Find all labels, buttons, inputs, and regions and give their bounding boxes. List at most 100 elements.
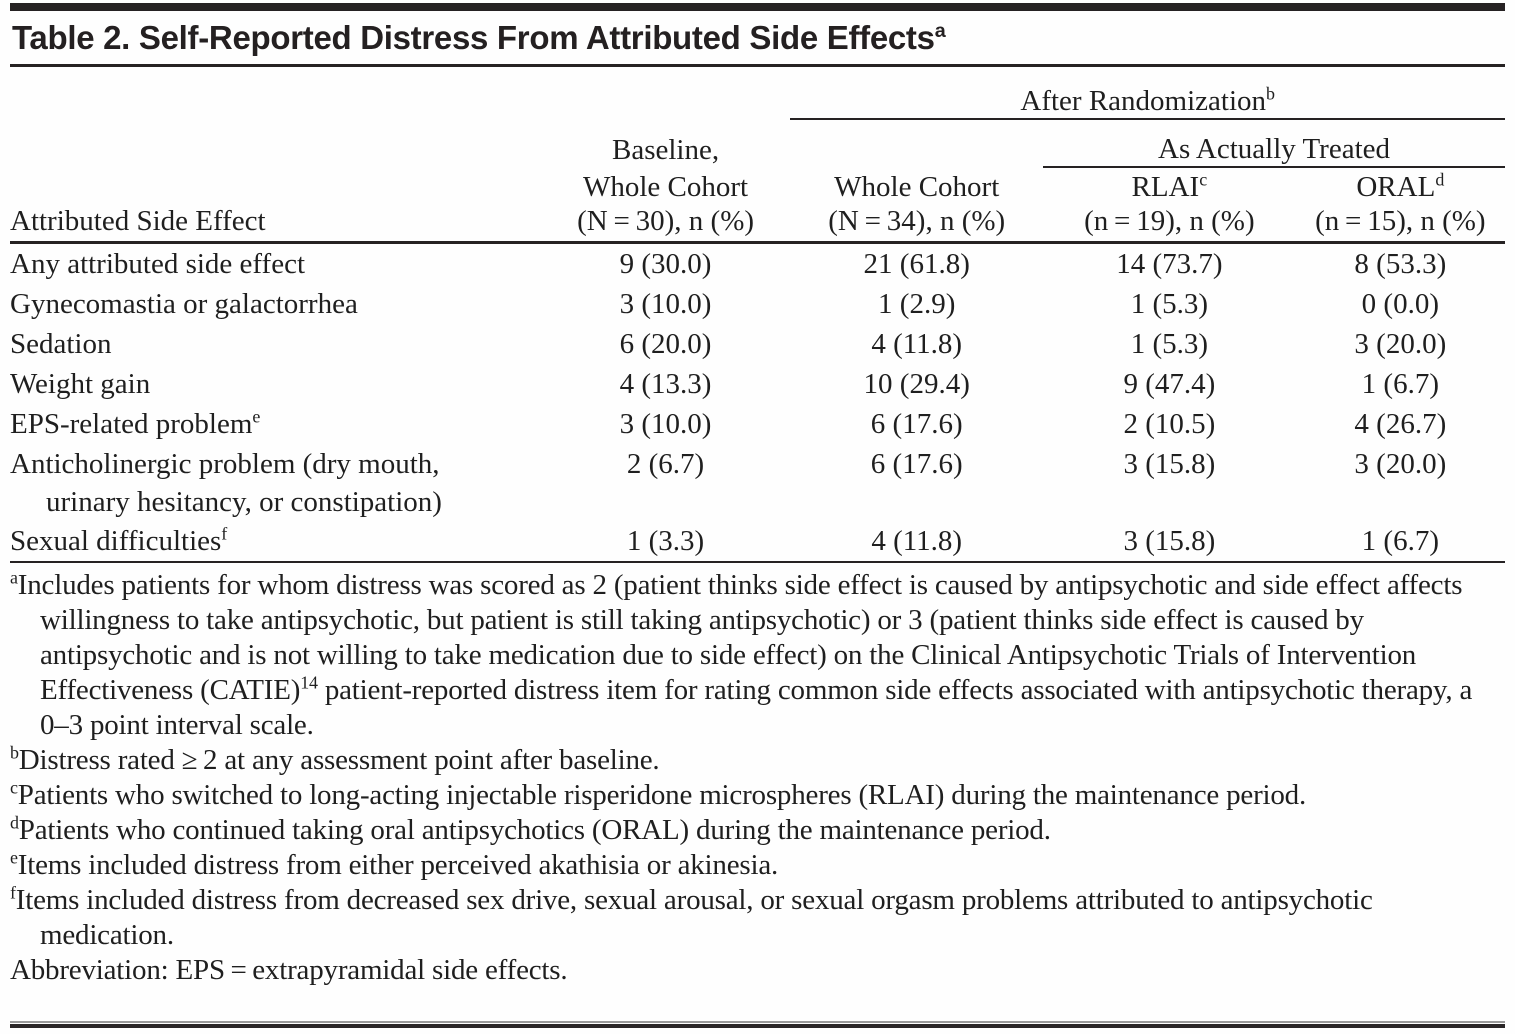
after-randomization-footnote-marker: b <box>1266 83 1275 104</box>
label-text: Sedation <box>10 328 112 360</box>
header-row-after-randomization: After Randomizationb <box>10 67 1505 120</box>
label-footnote-marker: e <box>252 406 261 427</box>
after-randomization-label: After Randomization <box>1020 85 1267 117</box>
rlai-value: 1 (5.3) <box>1130 288 1209 320</box>
table-row: Anticholinergic problem (dry mouth, urin… <box>10 444 1505 521</box>
whole-cohort-value: 4 (11.8) <box>871 328 963 360</box>
footnote-marker: f <box>10 882 16 903</box>
baseline-value: 2 (6.7) <box>626 448 705 480</box>
label-text: Any attributed side effect <box>10 248 305 280</box>
footnote-marker: d <box>10 812 19 833</box>
top-rule <box>10 3 1505 11</box>
side-effect-label: Sexual difficultiesf <box>10 521 541 562</box>
footnote-c: cPatients who switched to long-acting in… <box>10 778 1505 813</box>
footnote-a: aIncludes patients for whom distress was… <box>10 568 1505 743</box>
oral-value: 4 (26.7) <box>1354 408 1447 440</box>
footnote-text: Patients who continued taking oral antip… <box>18 814 1051 846</box>
baseline-header-n: (N = 30), n (%) <box>540 204 791 244</box>
footnote-marker: b <box>10 742 19 763</box>
oral-footnote-marker: d <box>1435 169 1445 190</box>
footnote-e: eItems included distress from either per… <box>10 848 1505 883</box>
side-effect-label: Anticholinergic problem (dry mouth, urin… <box>10 444 541 521</box>
oral-value: 8 (53.3) <box>1354 248 1447 280</box>
footnote-marker: a <box>10 567 18 588</box>
whole-cohort-value: 4 (11.8) <box>871 525 963 557</box>
table-row: EPS-related probleme 3 (10.0) 6 (17.6) 2… <box>10 404 1505 444</box>
label-text: Weight gain <box>10 368 151 400</box>
footnote-text: patient-reported distress item for ratin… <box>40 674 1473 741</box>
baseline-value: 6 (20.0) <box>619 328 712 360</box>
footnote-marker: e <box>10 847 18 868</box>
table-title-footnote-marker: a <box>934 20 946 42</box>
table-header: After Randomizationb Baseline, As Actual… <box>10 67 1505 244</box>
baseline-value: 3 (10.0) <box>619 408 712 440</box>
footnote-d: dPatients who continued taking oral anti… <box>10 813 1505 848</box>
baseline-header-line2: Whole Cohort <box>583 171 749 203</box>
whole-cohort-value: 6 (17.6) <box>870 408 963 440</box>
rlai-value: 2 (10.5) <box>1123 408 1216 440</box>
footnote-text: Distress rated ≥ 2 at any assessment poi… <box>18 744 660 776</box>
table-body: Any attributed side effect 9 (30.0) 21 (… <box>10 243 1505 563</box>
as-actually-treated-spanner: As Actually Treated <box>1043 119 1505 168</box>
table-row: Any attributed side effect 9 (30.0) 21 (… <box>10 243 1505 285</box>
whole-cohort-header: Whole Cohort <box>834 171 1000 203</box>
rlai-value: 3 (15.8) <box>1123 525 1216 557</box>
table-row: Weight gain 4 (13.3) 10 (29.4) 9 (47.4) … <box>10 364 1505 404</box>
side-effect-label: Any attributed side effect <box>10 243 541 285</box>
footnote-marker: c <box>10 777 18 798</box>
header-row-as-actually-treated: Baseline, As Actually Treated <box>10 119 1505 168</box>
table-title-text: Table 2. Self-Reported Distress From Att… <box>12 19 935 56</box>
spacer-cell <box>10 119 541 167</box>
whole-cohort-value: 21 (61.8) <box>863 248 970 280</box>
rlai-value: 1 (5.3) <box>1130 328 1209 360</box>
label-footnote-marker: f <box>221 523 228 544</box>
header-row-sample-sizes: Attributed Side Effect (N = 30), n (%) (… <box>10 204 1505 244</box>
label-text: EPS-related problem <box>10 408 253 440</box>
rlai-value: 9 (47.4) <box>1123 368 1216 400</box>
baseline-value: 9 (30.0) <box>619 248 712 280</box>
oral-value: 3 (20.0) <box>1354 448 1447 480</box>
side-effect-label: Sedation <box>10 324 541 364</box>
spacer-cell <box>541 67 791 119</box>
whole-cohort-value: 10 (29.4) <box>863 368 970 400</box>
table-title: Table 2. Self-Reported Distress From Att… <box>10 11 1505 67</box>
data-table: After Randomizationb Baseline, As Actual… <box>10 67 1505 563</box>
spacer-cell <box>10 167 541 204</box>
side-effect-label: EPS-related probleme <box>10 404 541 444</box>
rlai-label: RLAI <box>1131 171 1200 203</box>
rlai-value: 3 (15.8) <box>1123 448 1216 480</box>
rlai-footnote-marker: c <box>1199 169 1208 190</box>
side-effect-label: Gynecomastia or galactorrhea <box>10 284 541 324</box>
footnotes: aIncludes patients for whom distress was… <box>10 568 1505 988</box>
whole-cohort-value: 6 (17.6) <box>870 448 963 480</box>
spacer-cell <box>10 67 541 119</box>
footnote-text: Items included distress from decreased s… <box>15 884 1373 951</box>
table-row: Sexual difficultiesf 1 (3.3) 4 (11.8) 3 … <box>10 521 1505 562</box>
table-row: Sedation 6 (20.0) 4 (11.8) 1 (5.3) 3 (20… <box>10 324 1505 364</box>
rlai-header: RLAIc <box>1043 167 1296 204</box>
oral-header-n: (n = 15), n (%) <box>1295 204 1505 244</box>
reference-superscript: 14 <box>300 672 318 693</box>
whole-cohort-header-n: (N = 34), n (%) <box>790 204 1044 244</box>
bottom-rule <box>10 1021 1505 1028</box>
oral-value: 1 (6.7) <box>1361 525 1439 557</box>
footnote-text: Patients who switched to long-acting inj… <box>17 779 1307 811</box>
abbreviation-note: Abbreviation: EPS = extrapyramidal side … <box>10 954 568 986</box>
label-line-1: Anticholinergic problem (dry mouth, <box>10 448 440 480</box>
baseline-value: 3 (10.0) <box>619 288 712 320</box>
oral-value: 0 (0.0) <box>1361 288 1439 320</box>
whole-cohort-value: 1 (2.9) <box>878 288 956 320</box>
oral-label: ORAL <box>1356 171 1436 203</box>
baseline-header-line1: Baseline, <box>612 134 720 166</box>
header-row-group-names: Whole Cohort Whole Cohort RLAIc ORALd <box>10 167 1505 204</box>
label-line-2: urinary hesitancy, or constipation) <box>46 486 442 518</box>
oral-value: 3 (20.0) <box>1354 328 1447 360</box>
label-text: Gynecomastia or galactorrhea <box>10 288 358 320</box>
rlai-value: 14 (73.7) <box>1116 248 1223 280</box>
footnote-text: Includes patients for whom distress was … <box>17 569 1463 706</box>
footnote-b: bDistress rated ≥ 2 at any assessment po… <box>10 743 1505 778</box>
side-effect-label: Weight gain <box>10 364 541 404</box>
rlai-header-n: (n = 19), n (%) <box>1043 204 1296 244</box>
label-text: Sexual difficulties <box>10 525 222 557</box>
